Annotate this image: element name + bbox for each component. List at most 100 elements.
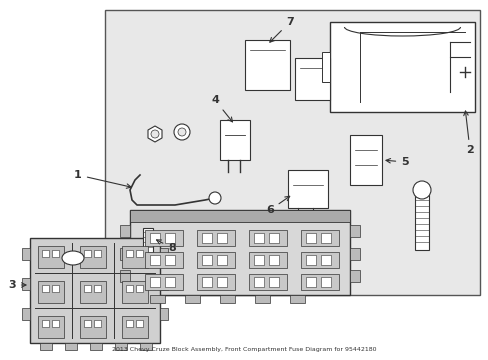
Bar	[349, 135, 381, 185]
Bar	[90, 343, 102, 350]
Bar	[42, 320, 49, 327]
Bar	[160, 308, 168, 320]
Bar	[136, 250, 142, 257]
Bar	[320, 233, 330, 243]
Bar	[145, 274, 183, 290]
Bar	[94, 320, 101, 327]
Bar	[38, 246, 64, 268]
Bar	[150, 233, 160, 243]
Text: 7: 7	[269, 17, 293, 42]
Circle shape	[178, 128, 185, 136]
Bar	[30, 238, 160, 343]
Bar	[115, 343, 127, 350]
Bar	[84, 250, 91, 257]
Bar	[160, 278, 168, 290]
Bar	[254, 295, 269, 303]
Text: 8: 8	[156, 240, 176, 253]
Bar	[349, 225, 359, 237]
Bar	[80, 281, 106, 303]
Bar	[197, 230, 235, 246]
Circle shape	[174, 124, 190, 140]
Bar	[42, 285, 49, 292]
Bar	[120, 248, 130, 260]
Polygon shape	[148, 126, 162, 142]
Bar	[321, 52, 329, 82]
Bar	[301, 252, 338, 268]
Bar	[52, 285, 59, 292]
Bar	[248, 230, 286, 246]
Bar	[197, 252, 235, 268]
Bar	[145, 252, 183, 268]
Bar	[84, 320, 91, 327]
Bar	[220, 120, 249, 160]
Circle shape	[208, 192, 221, 204]
Bar	[197, 274, 235, 290]
Bar	[122, 316, 148, 338]
Bar	[305, 277, 315, 287]
Bar	[268, 233, 279, 243]
Bar	[248, 252, 286, 268]
Bar	[202, 255, 212, 265]
Bar	[217, 255, 226, 265]
Bar	[80, 246, 106, 268]
Bar	[217, 233, 226, 243]
Bar	[220, 295, 235, 303]
Bar	[105, 10, 479, 295]
Bar	[38, 281, 64, 303]
Bar	[164, 255, 175, 265]
Bar	[136, 285, 142, 292]
Bar	[65, 343, 77, 350]
Bar	[301, 274, 338, 290]
Bar	[268, 277, 279, 287]
Text: 2013 Chevy Cruze Block Assembly, Front Compartment Fuse Diagram for 95442180: 2013 Chevy Cruze Block Assembly, Front C…	[112, 347, 375, 352]
Bar	[217, 277, 226, 287]
Bar	[414, 195, 428, 250]
Bar	[84, 285, 91, 292]
Bar	[22, 278, 30, 290]
Bar	[184, 295, 200, 303]
Bar	[329, 22, 474, 112]
Bar	[349, 270, 359, 282]
Bar	[305, 255, 315, 265]
Bar	[164, 277, 175, 287]
Bar	[126, 250, 133, 257]
Bar	[94, 285, 101, 292]
Bar	[150, 255, 160, 265]
Bar	[38, 316, 64, 338]
Text: 1: 1	[74, 170, 131, 188]
Bar	[136, 320, 142, 327]
Bar	[130, 210, 349, 222]
Bar	[142, 228, 153, 258]
Text: 4: 4	[211, 95, 232, 122]
Bar	[120, 270, 130, 282]
Bar	[253, 277, 264, 287]
Text: 6: 6	[265, 196, 289, 215]
Bar	[80, 316, 106, 338]
Bar	[145, 230, 183, 246]
Bar	[202, 277, 212, 287]
Bar	[122, 281, 148, 303]
Bar	[130, 210, 349, 295]
Bar	[164, 233, 175, 243]
Bar	[126, 320, 133, 327]
Circle shape	[412, 181, 430, 199]
Bar	[244, 40, 289, 90]
Bar	[305, 233, 315, 243]
Bar	[94, 250, 101, 257]
Bar	[294, 58, 329, 100]
Bar	[248, 274, 286, 290]
Ellipse shape	[62, 251, 84, 265]
Bar	[122, 246, 148, 268]
Bar	[120, 225, 130, 237]
Bar	[126, 285, 133, 292]
Bar	[320, 255, 330, 265]
Text: 3: 3	[8, 280, 26, 290]
Bar	[320, 277, 330, 287]
Bar	[150, 277, 160, 287]
Bar	[52, 320, 59, 327]
Text: 2: 2	[463, 111, 473, 155]
Bar	[22, 248, 30, 260]
Bar	[253, 255, 264, 265]
Bar	[289, 295, 305, 303]
Bar	[301, 230, 338, 246]
